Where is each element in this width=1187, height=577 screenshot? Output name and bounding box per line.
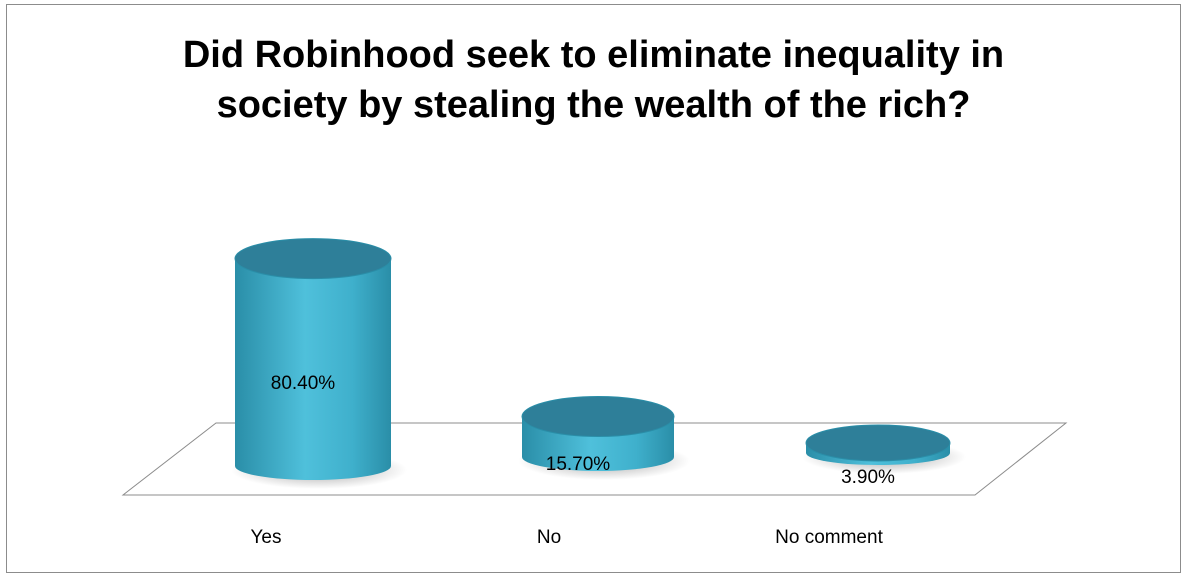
bar-top-no [521,395,675,437]
data-label-yes: 80.40% [271,373,336,394]
category-label-no-comment: No comment [775,527,883,548]
data-labels: 80.40% 15.70% 3.90% [271,373,895,488]
chart-title-line-1: Did Robinhood seek to eliminate inequali… [182,34,1005,76]
chart-title-line-2: society by stealing the wealth of the ri… [216,84,971,126]
bar-no-comment [802,424,966,474]
category-axis: Yes No No comment [251,527,884,548]
bar-yes [231,238,407,489]
bar-series [231,238,966,489]
data-label-no: 15.70% [546,454,611,475]
bar-top-no-comment [805,424,951,462]
bar-no [518,395,690,480]
data-label-no-comment: 3.90% [841,467,895,488]
category-label-no: No [537,527,561,548]
chart-title: Did Robinhood seek to eliminate inequali… [0,30,1187,130]
category-label-yes: Yes [251,527,282,548]
bar-side-yes [235,258,391,480]
bar-top-yes [234,238,392,280]
